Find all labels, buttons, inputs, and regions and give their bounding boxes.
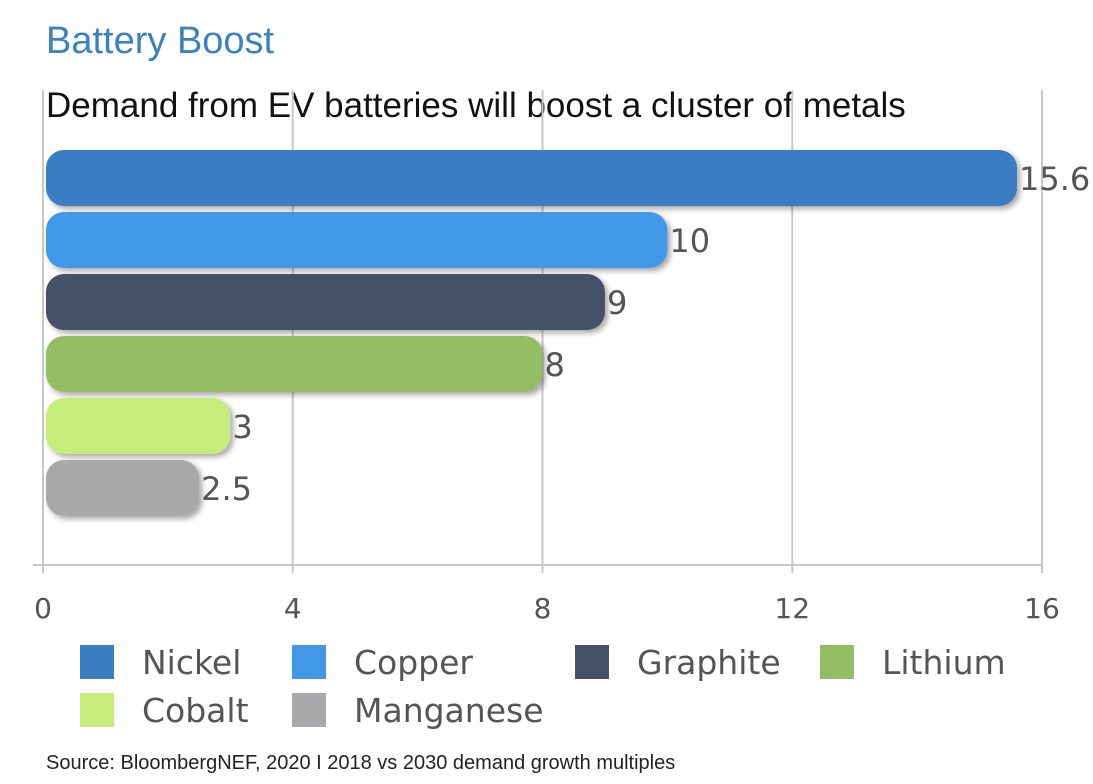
data-label: 8 xyxy=(545,346,565,384)
legend-swatch-manganese xyxy=(292,693,326,727)
bar-lithium xyxy=(46,336,543,392)
data-label: 3 xyxy=(232,408,252,446)
legend-label: Graphite xyxy=(637,643,781,682)
x-tick-label: 12 xyxy=(774,592,810,625)
x-tick-label: 0 xyxy=(34,592,52,625)
source-note: Source: BloombergNEF, 2020 I 2018 vs 203… xyxy=(46,752,676,774)
data-label: 2.5 xyxy=(201,470,252,508)
legend-label: Lithium xyxy=(882,643,1006,682)
bar-copper xyxy=(46,212,668,268)
bar-chart: 15.6 10 9 8 3 2.5 0 4 8 12 16 Nickel Copper Graphite L… xyxy=(33,90,1090,730)
legend-label: Manganese xyxy=(354,691,544,730)
bar-nickel xyxy=(46,150,1018,206)
chart-title: Battery Boost xyxy=(46,20,275,62)
legend-label: Nickel xyxy=(142,643,241,682)
legend-swatch-nickel xyxy=(80,645,114,679)
data-label: 15.6 xyxy=(1019,160,1090,198)
legend-swatch-graphite xyxy=(575,645,609,679)
legend-swatch-lithium xyxy=(820,645,854,679)
data-label: 10 xyxy=(669,222,710,260)
bar-manganese xyxy=(46,460,200,516)
x-tick-label: 16 xyxy=(1024,592,1060,625)
chart-subtitle: Demand from EV batteries will boost a cl… xyxy=(46,86,906,125)
x-tick-label: 4 xyxy=(284,592,302,625)
legend-label: Copper xyxy=(354,643,473,682)
x-tick-label: 8 xyxy=(534,592,552,625)
legend-swatch-copper xyxy=(292,645,326,679)
legend-label: Cobalt xyxy=(142,691,249,730)
bar-cobalt xyxy=(46,398,231,454)
data-label: 9 xyxy=(607,284,627,322)
legend-swatch-cobalt xyxy=(80,693,114,727)
bar-graphite xyxy=(46,274,605,330)
